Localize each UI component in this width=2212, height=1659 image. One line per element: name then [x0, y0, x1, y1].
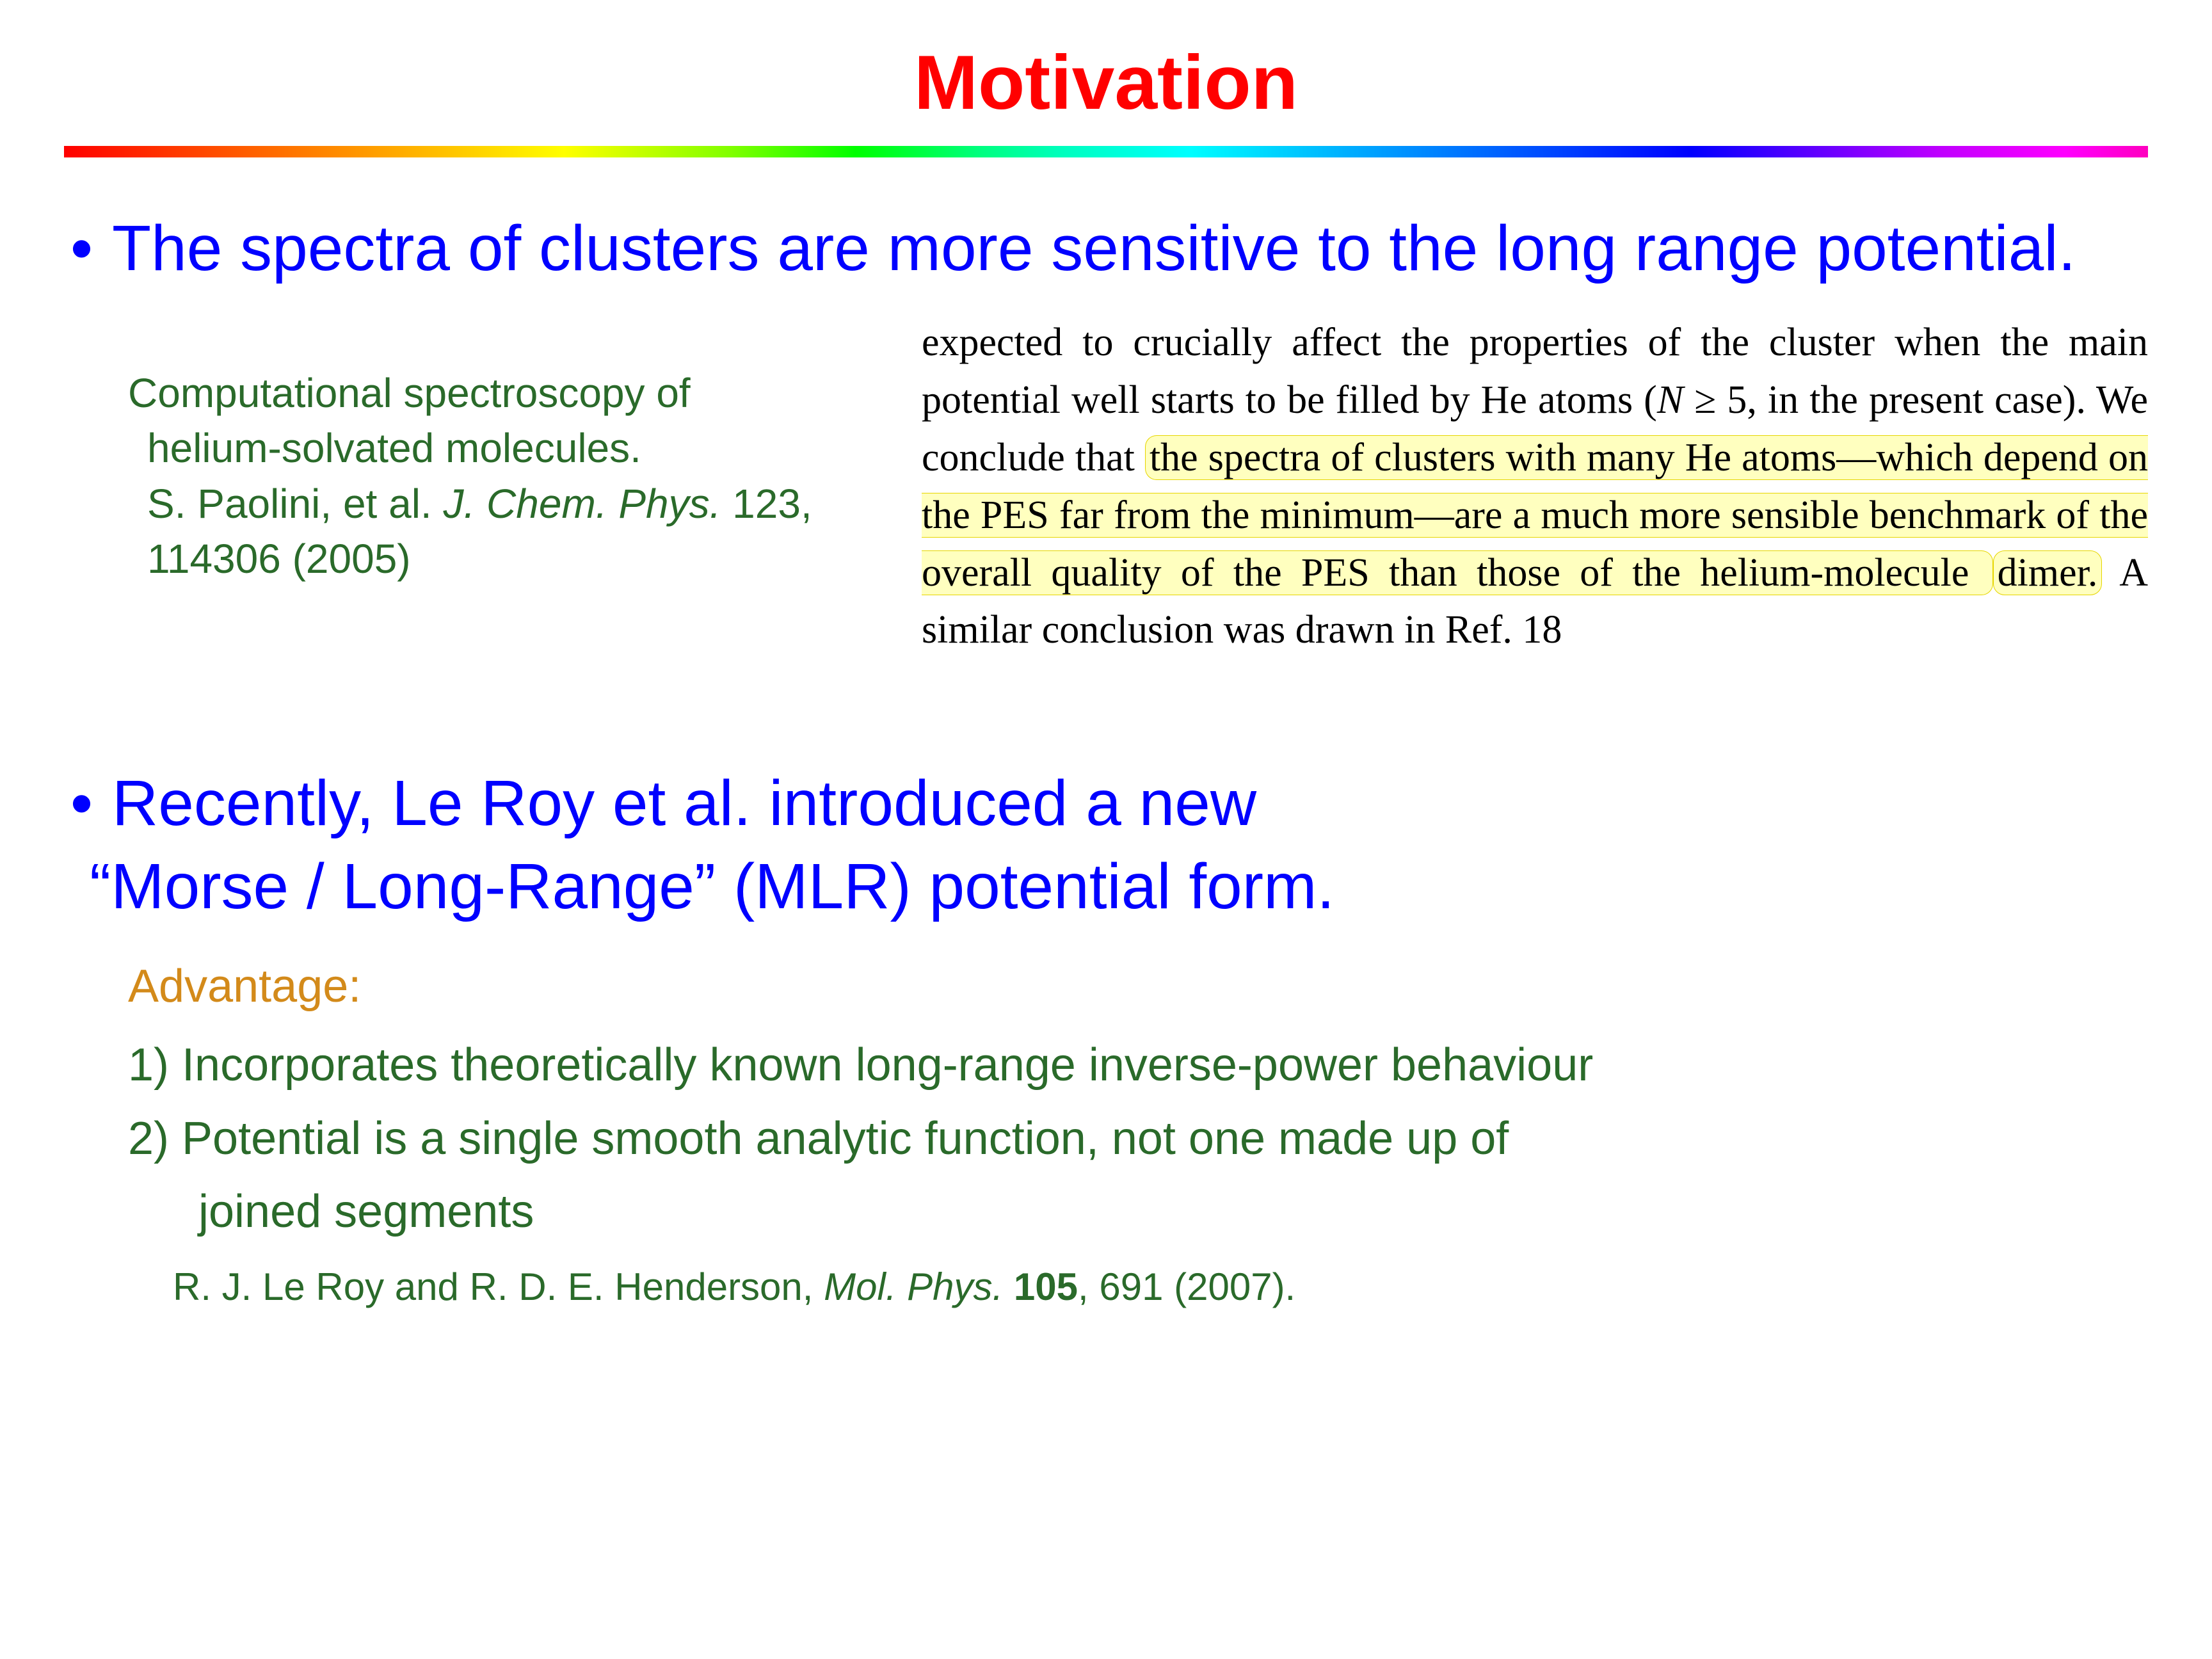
- rainbow-divider: [64, 146, 2148, 157]
- advantage-label: Advantage:: [128, 960, 2148, 1013]
- slide-title: Motivation: [64, 38, 2148, 127]
- ref2-auth: R. J. Le Roy and R. D. E. Henderson,: [173, 1265, 824, 1308]
- mid-row: Computational spectroscopy of helium-sol…: [64, 314, 2148, 659]
- bullet-2: • Recently, Le Roy et al. introduced a ne…: [64, 762, 2148, 928]
- bullet-1: • The spectra of clusters are more sensi…: [64, 209, 2148, 289]
- reference-1: Computational spectroscopy of helium-sol…: [128, 314, 896, 587]
- ref2-rest: , 691 (2007).: [1078, 1265, 1295, 1308]
- advantage-2-l2: joined segments: [128, 1178, 2148, 1245]
- ref1-title-l1: Computational spectroscopy of: [128, 365, 896, 421]
- ref1-journal: J. Chem. Phys.: [443, 481, 721, 527]
- bullet-2-l2: “Morse / Long-Range” (MLR) potential for…: [64, 845, 2148, 928]
- advantage-list: 1) Incorporates theoretically known long…: [128, 1032, 2148, 1245]
- excerpt-N: N: [1657, 378, 1683, 422]
- reference-2: R. J. Le Roy and R. D. E. Henderson, Mol…: [173, 1265, 2148, 1309]
- ref1-title-l2: helium-solvated molecules.: [128, 421, 896, 476]
- ref2-journal: Mol. Phys.: [824, 1265, 1003, 1308]
- paper-excerpt: expected to crucially affect the propert…: [922, 314, 2148, 659]
- bullet-dot-2: •: [70, 767, 93, 839]
- ref1-auth: S. Paolini, et al.: [147, 481, 443, 527]
- advantage-2-l1: 2) Potential is a single smooth analytic…: [128, 1105, 2148, 1172]
- excerpt-highlight-2: dimer.: [1993, 550, 2103, 595]
- ref2-vol: 105: [1003, 1265, 1078, 1308]
- bullet-dot: •: [70, 209, 93, 289]
- advantage-1: 1) Incorporates theoretically known long…: [128, 1032, 2148, 1098]
- bullet-2-l1: Recently, Le Roy et al. introduced a new: [112, 767, 1256, 839]
- ref1-cite: S. Paolini, et al. J. Chem. Phys. 123, 1…: [128, 476, 896, 587]
- bullet-1-text: The spectra of clusters are more sensiti…: [112, 209, 2076, 289]
